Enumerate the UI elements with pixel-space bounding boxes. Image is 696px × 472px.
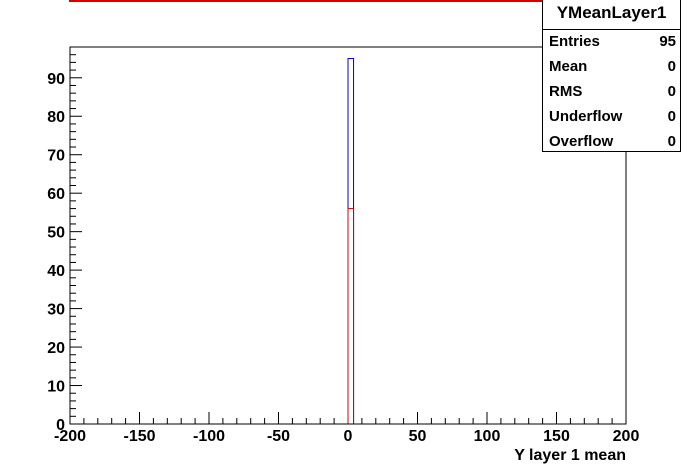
x-tick-label: -100 [193,428,225,445]
y-tick-label: 20 [47,340,65,357]
x-tick-label: -150 [123,428,155,445]
x-tick-label: 150 [543,428,570,445]
stats-box: YMeanLayer1 Entries 95 Mean 0 RMS 0 Underflow 0… [542,0,681,152]
stat-label: RMS [549,83,583,100]
stat-row-overflow: Overflow 0 [549,133,676,157]
y-tick-label: 90 [47,71,65,88]
stat-label: Entries [549,33,600,50]
x-tick-label: 0 [344,428,353,445]
x-tick-label: -200 [54,428,86,445]
top-red-line [69,0,626,2]
stats-title: YMeanLayer1 [543,0,680,30]
tick-labels: -200 -150 -100 -50 0 50 100 150 200 0 10 20 30 40 50 60… [47,71,639,445]
y-tick-label: 80 [47,109,65,126]
histogram-bar-series-1 [347,58,355,425]
y-tick-label: 70 [47,148,65,165]
x-tick-label: 100 [474,428,501,445]
y-tick-label: 40 [47,263,65,280]
x-tick-label: -50 [267,428,290,445]
stat-label: Mean [549,58,588,75]
stat-value: 95 [659,33,676,50]
y-tick-label: 50 [47,225,65,242]
stat-value: 0 [667,108,676,125]
stat-row-underflow: Underflow 0 [549,108,676,132]
y-tick-label: 60 [47,186,65,203]
histogram-bars [347,58,355,425]
x-axis-title: Y layer 1 mean [514,447,626,464]
stat-value: 0 [667,83,676,100]
x-tick-label: 50 [409,428,427,445]
y-tick-label: 30 [47,302,65,319]
stat-value: 0 [667,58,676,75]
stat-label: Underflow [549,108,623,125]
stat-row-mean: Mean 0 [549,58,676,82]
stat-row-entries: Entries 95 [549,33,676,57]
y-tick-label: 10 [47,379,65,396]
axis-ticks [69,46,627,425]
stat-value: 0 [667,133,676,150]
y-tick-label: 0 [56,417,65,434]
x-tick-label: 200 [613,428,640,445]
stat-row-rms: RMS 0 [549,83,676,107]
stat-label: Overflow [549,133,614,150]
histogram-bar-series-2 [347,208,355,425]
plot-frame [69,46,627,425]
